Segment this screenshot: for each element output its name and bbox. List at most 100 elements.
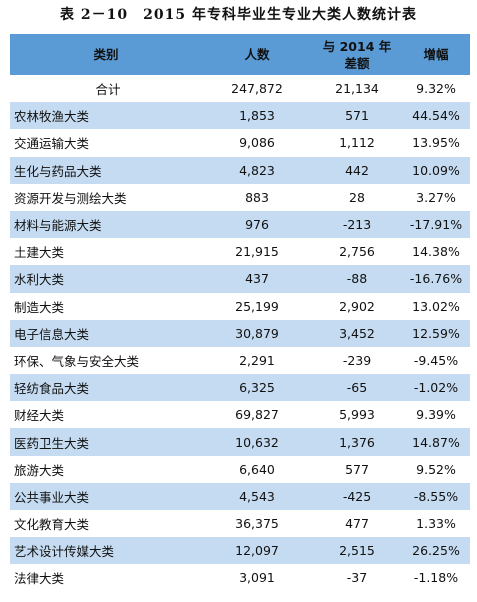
table-cell: 26.25% (402, 537, 470, 565)
table-row: 生化与药品大类 4,823 442 10.09% (10, 156, 470, 184)
table-cell: 4,823 (202, 156, 312, 184)
table-cell: -1.02% (402, 374, 470, 402)
table-cell: 1,376 (312, 428, 402, 456)
table-cell: 农林牧渔大类 (10, 102, 202, 130)
table-cell: 2,756 (339, 244, 375, 260)
table-cell: 2,515 (312, 537, 402, 565)
table-cell: -239 (342, 352, 372, 368)
table-cell: 公共事业大类 (10, 482, 202, 510)
column-header: 增幅 (402, 34, 470, 75)
table-cell: 442 (312, 156, 402, 184)
table-cell: 5,993 (339, 407, 375, 423)
table-cell: 13.02% (412, 298, 460, 314)
table-cell: 轻纺食品大类 (10, 374, 202, 402)
table-cell: 2,902 (339, 298, 375, 314)
table-cell: 艺术设计传媒大类 (10, 537, 202, 565)
table-row: 电子信息大类 30,879 3,452 12.59% (10, 319, 470, 347)
table-row: 水利大类 437 -88 -16.76% (10, 265, 470, 293)
table-cell: 2,291 (239, 352, 275, 368)
table-cell: 6,325 (202, 374, 312, 402)
table-cell: 3.27% (416, 189, 456, 205)
table-row: 环保、气象与安全大类 2,291 -239 -9.45% (10, 347, 470, 374)
table-cell: -88 (312, 265, 402, 293)
table-cell: 883 (245, 189, 269, 205)
table-cell: 水利大类 (10, 265, 202, 293)
column-header: 人数 (202, 34, 312, 75)
table-cell: 3,452 (312, 319, 402, 347)
table-cell: 13.95% (412, 135, 460, 151)
table-cell: -37 (346, 570, 368, 586)
table-cell: 3,091 (239, 570, 275, 586)
table-cell: -17.91% (402, 210, 470, 239)
table-cell: -8.55% (402, 482, 470, 510)
table-row: 合计 247,872 21,134 9.32% (10, 75, 470, 102)
table-cell: 10,632 (202, 428, 312, 456)
table-cell: 10.09% (402, 156, 470, 184)
table-cell: 9,086 (239, 135, 275, 151)
table-cell: 4,543 (202, 482, 312, 510)
table-body: 合计 247,872 21,134 9.32% 农林牧渔大类 1,853 571 44.54%… (10, 75, 470, 592)
table-cell: 生化与药品大类 (10, 156, 202, 184)
table-cell: 材料与能源大类 (10, 210, 202, 239)
table-cell: 577 (345, 461, 369, 477)
data-table: 类别 人数与 2014 年差额 增幅 合计 247,872 21,134 9.32% 农林牧… (10, 34, 470, 592)
table-cell: 电子信息大类 (10, 319, 202, 347)
table-row: 艺术设计传媒大类 12,097 2,515 26.25% (10, 537, 470, 565)
table-cell: 财经大类 (14, 408, 65, 424)
table-cell: 环保、气象与安全大类 (14, 353, 140, 369)
table-row: 制造大类 25,199 2,902 13.02% (10, 293, 470, 320)
table-row: 农林牧渔大类 1,853 571 44.54% (10, 102, 470, 130)
table-row: 医药卫生大类 10,632 1,376 14.87% (10, 428, 470, 456)
table-cell: 合计 (95, 82, 121, 98)
table-cell: 25,199 (235, 298, 279, 314)
column-header: 类别 (10, 34, 202, 75)
table-cell: 571 (312, 102, 402, 130)
table-cell: 土建大类 (14, 245, 65, 261)
table-cell: -213 (312, 210, 402, 239)
table-cell: 制造大类 (14, 299, 65, 315)
table-cell: -16.76% (402, 265, 470, 293)
table-cell: 法律大类 (14, 571, 65, 587)
table-cell: 28 (349, 189, 365, 205)
table-cell: 旅游大类 (14, 462, 65, 478)
table-cell: 247,872 (231, 81, 283, 97)
table-cell: 1,112 (339, 135, 375, 151)
table-cell: 6,640 (239, 461, 275, 477)
table-row: 资源开发与测绘大类 883 28 3.27% (10, 184, 470, 211)
table-cell: 9.32% (416, 81, 456, 97)
table-cell: 14.38% (412, 244, 460, 260)
table-cell: 交通运输大类 (14, 136, 90, 152)
table-cell: 21,915 (235, 244, 279, 260)
column-header-line: 与 2014 年 (322, 38, 392, 54)
header-row: 类别 人数与 2014 年差额 增幅 (10, 34, 470, 75)
column-header-line: 差额 (344, 55, 370, 71)
table-row: 文化教育大类 36,375 477 1.33% (10, 510, 470, 537)
table-row: 轻纺食品大类 6,325 -65 -1.02% (10, 374, 470, 402)
table-cell: 1.33% (416, 516, 456, 532)
table-row: 法律大类 3,091 -37 -1.18% (10, 564, 470, 591)
table-row: 公共事业大类 4,543 -425 -8.55% (10, 482, 470, 510)
table-cell: 文化教育大类 (14, 517, 90, 533)
table-cell: 医药卫生大类 (10, 428, 202, 456)
table-cell: 44.54% (402, 102, 470, 130)
table-cell: 1,853 (202, 102, 312, 130)
table-cell: 976 (202, 210, 312, 239)
table-cell: 9.52% (416, 461, 456, 477)
table-cell: 437 (202, 265, 312, 293)
table-cell: 12,097 (202, 537, 312, 565)
table-cell: 14.87% (402, 428, 470, 456)
table-row: 土建大类 21,915 2,756 14.38% (10, 238, 470, 265)
table-cell: 477 (345, 516, 369, 532)
table-row: 旅游大类 6,640 577 9.52% (10, 456, 470, 483)
table-row: 交通运输大类 9,086 1,112 13.95% (10, 129, 470, 156)
table-cell: 12.59% (402, 319, 470, 347)
table-row: 材料与能源大类 976 -213 -17.91% (10, 210, 470, 239)
table-cell: 69,827 (235, 407, 279, 423)
table-cell: 资源开发与测绘大类 (14, 190, 127, 206)
table-cell: -425 (312, 482, 402, 510)
table-cell: 36,375 (235, 516, 279, 532)
table-cell: 21,134 (335, 81, 379, 97)
table-title: 表 2－10 2015 年专科毕业生专业大类人数统计表 (60, 7, 417, 23)
column-header: 与 2014 年差额 (312, 34, 402, 75)
